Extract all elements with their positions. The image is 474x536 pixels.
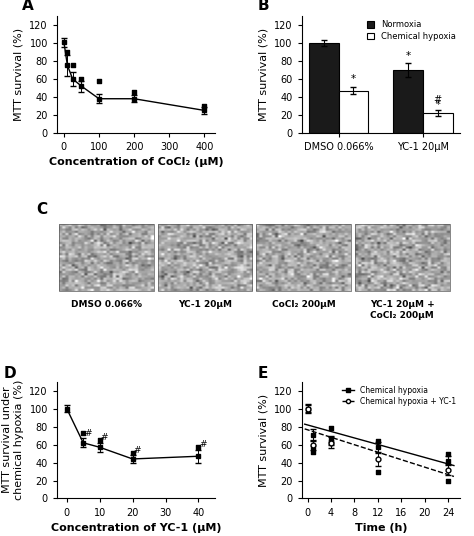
Point [130,87,138,96]
Bar [355,224,450,291]
Point [80,429,87,437]
Point [201,102,208,110]
Bar [157,224,252,291]
X-axis label: Concentration of CoCl₂ (μM): Concentration of CoCl₂ (μM) [48,158,223,167]
Point [327,437,335,446]
Bar [256,224,351,291]
Text: #: # [200,440,207,449]
Point [374,468,382,477]
Text: #: # [100,433,108,442]
Bar [423,113,453,133]
Point [327,423,335,432]
Text: A: A [22,0,34,13]
Text: YC-1 20μM: YC-1 20μM [178,300,232,309]
X-axis label: Time (h): Time (h) [355,523,407,533]
Legend: Normoxia, Chemical hypoxia: Normoxia, Chemical hypoxia [366,20,456,41]
Text: B: B [257,0,269,13]
Bar [338,91,368,133]
Y-axis label: MTT survival (%): MTT survival (%) [259,393,269,487]
Legend: Chemical hypoxia, Chemical hypoxia + YC-1: Chemical hypoxia, Chemical hypoxia + YC-… [342,385,456,406]
Text: E: E [257,366,268,381]
Bar [393,70,423,133]
Point [444,449,452,458]
Point [78,75,85,83]
Point [374,437,382,445]
Point [444,477,452,486]
Text: C: C [36,202,48,217]
Point [64,48,71,56]
Point [310,443,317,451]
Text: #: # [84,429,91,437]
Text: D: D [3,366,16,381]
Text: #: # [134,445,141,455]
Text: *: * [436,100,440,109]
Y-axis label: MTT survival under
chemical hypoxia (%): MTT survival under chemical hypoxia (%) [2,380,24,500]
Point [95,77,103,85]
Y-axis label: MTT survival (%): MTT survival (%) [14,28,24,121]
Point [69,61,76,70]
X-axis label: Concentration of YC-1 (μM): Concentration of YC-1 (μM) [51,523,221,533]
Y-axis label: MTT survival (%): MTT survival (%) [259,28,269,121]
Text: #: # [434,95,442,105]
Bar [309,43,338,133]
Point [96,436,103,444]
Text: *: * [406,51,411,61]
Text: *: * [351,75,356,84]
Text: YC-1 20μM +
CoCl₂ 200μM: YC-1 20μM + CoCl₂ 200μM [370,300,435,320]
Point [310,448,317,456]
Point [129,449,137,457]
Text: DMSO 0.066%: DMSO 0.066% [71,300,142,309]
Bar [59,224,154,291]
Point [195,443,202,451]
Text: CoCl₂ 200μM: CoCl₂ 200μM [272,300,336,309]
